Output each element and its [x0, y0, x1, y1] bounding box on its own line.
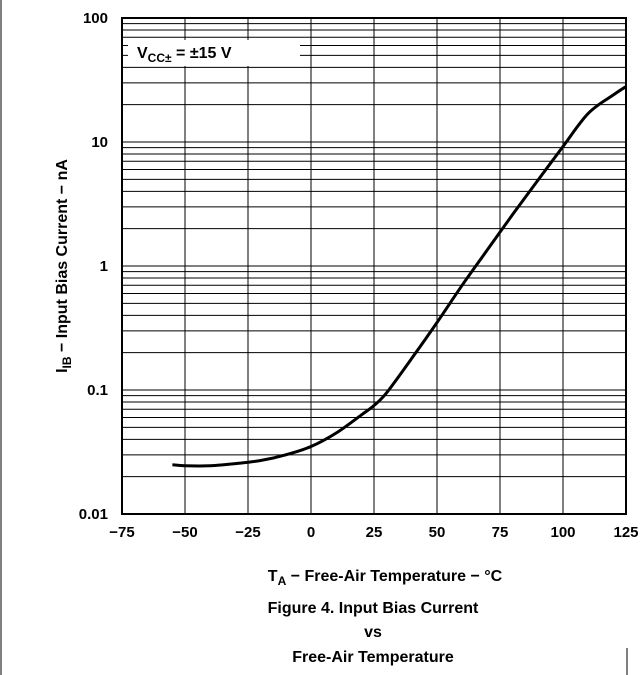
y-tick-label: 10: [91, 134, 108, 151]
x-axis-label: TA − Free-Air Temperature − °C: [268, 568, 503, 588]
annotation-background: [128, 40, 300, 66]
x-tick-label: 100: [550, 524, 575, 541]
caption-line-2: vs: [364, 624, 382, 641]
x-tick-label: 25: [366, 524, 383, 541]
y-axis-label: IIB − Input Bias Current − nA: [54, 159, 74, 373]
vcc-annotation: VCC± = ±15 V: [128, 40, 300, 66]
x-tick-labels: −75 −50 −25 0 25 50 75 100 125: [109, 524, 638, 541]
plot-frame: [121, 17, 627, 515]
annotation-text: VCC± = ±15 V: [137, 45, 232, 65]
caption-line-1: Figure 4. Input Bias Current: [268, 600, 479, 617]
x-tick-label: −50: [172, 524, 197, 541]
y-tick-label: 100: [83, 10, 108, 27]
series-line: [172, 85, 627, 468]
x-tick-label: −75: [109, 524, 134, 541]
grid: [121, 17, 627, 515]
y-tick-label: 0.1: [87, 382, 108, 399]
x-tick-label: −25: [235, 524, 260, 541]
x-tick-label: 50: [429, 524, 446, 541]
x-tick-label: 125: [613, 524, 638, 541]
x-tick-label: 75: [492, 524, 509, 541]
caption-line-3: Free-Air Temperature: [292, 649, 454, 666]
x-tick-label: 0: [307, 524, 315, 541]
y-tick-label: 1: [100, 258, 108, 275]
y-tick-labels: 0.01 0.1 1 10 100: [79, 10, 108, 523]
y-tick-label: 0.01: [79, 506, 108, 523]
